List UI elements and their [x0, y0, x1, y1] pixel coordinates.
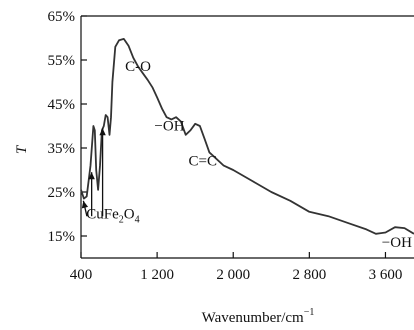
compound-subscript: 4	[135, 214, 140, 225]
compound-label: CuFe2O4	[86, 206, 139, 225]
x-ticks: 400 1 200 2 000 2 800 3 600	[70, 252, 403, 283]
y-tick-label: 35%	[48, 141, 76, 157]
y-tick-label: 45%	[48, 97, 76, 113]
y-tick-label: 15%	[48, 229, 76, 245]
peak-arrow-head	[81, 200, 89, 209]
x-axis-title-main: Wavenumber/cm	[202, 310, 304, 326]
x-tick-label: 1 200	[140, 267, 174, 283]
y-axis-title: T	[14, 144, 30, 154]
y-tick-label: 55%	[48, 53, 76, 69]
axes	[80, 15, 414, 259]
x-axis-title-sup: −1	[304, 307, 315, 318]
x-tick-label: 3 600	[369, 267, 403, 283]
x-tick-label: 400	[70, 267, 93, 283]
peak-annotation: C=C	[189, 154, 217, 170]
x-axis-title: Wavenumber/cm−1	[202, 307, 315, 326]
series-group	[80, 38, 414, 235]
annotations: C-O −OH C=C −OH CuFe2O4	[81, 59, 412, 251]
peak-arrow-head	[99, 128, 106, 136]
peak-annotation: C-O	[125, 59, 151, 75]
peak-annotation: −OH	[382, 235, 412, 251]
y-ticks: 15% 25% 35% 45% 55% 65%	[48, 9, 87, 245]
y-tick-label: 25%	[48, 185, 76, 201]
peak-arrow-head	[88, 172, 95, 180]
peak-annotation: −OH	[154, 118, 184, 134]
x-tick-label: 2 800	[292, 267, 326, 283]
x-tick-label: 2 000	[216, 267, 250, 283]
y-tick-label: 65%	[48, 9, 76, 25]
transmittance-line	[80, 38, 414, 235]
compound-subscript: 2	[119, 214, 124, 225]
compound-text: O	[124, 206, 135, 222]
